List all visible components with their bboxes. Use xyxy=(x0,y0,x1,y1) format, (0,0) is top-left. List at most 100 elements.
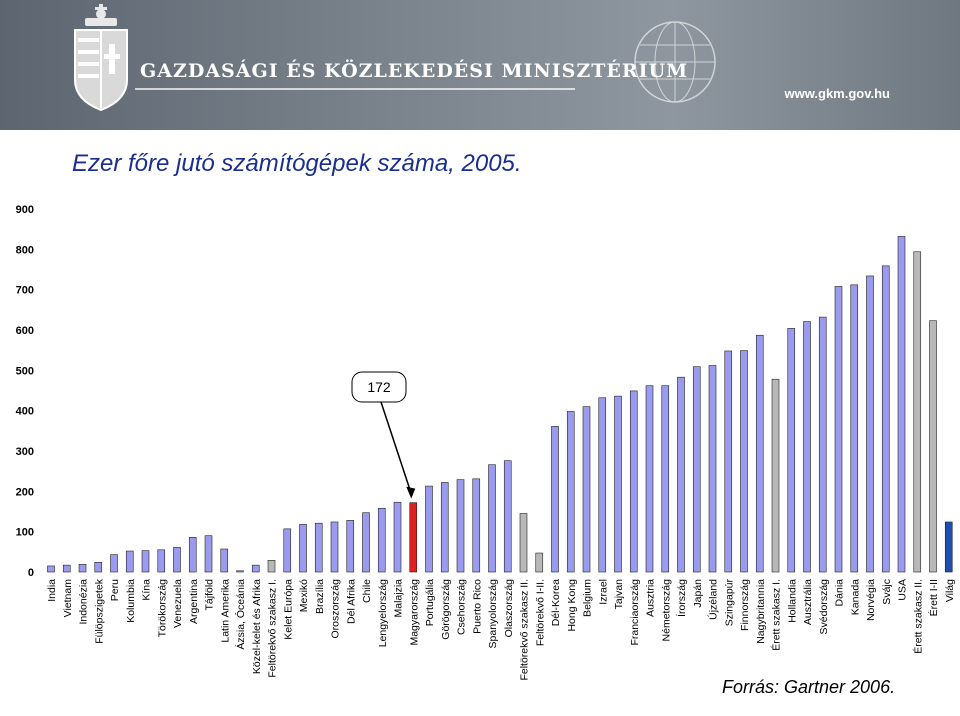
bar xyxy=(913,251,922,573)
x-tick-label: Nagybritannia xyxy=(755,579,767,644)
bar xyxy=(724,350,733,573)
bar xyxy=(236,570,244,573)
bar xyxy=(62,564,71,573)
bar xyxy=(614,395,622,573)
x-tick-label: Érett I-II xyxy=(927,579,940,616)
annotation-arrow-line xyxy=(380,401,411,491)
bar xyxy=(456,479,465,573)
bar xyxy=(173,547,181,573)
x-tick-label: Kelet Európa xyxy=(282,579,294,640)
bar xyxy=(204,535,213,573)
x-tick-label: Magyarország xyxy=(408,579,420,646)
x-tick-label: Dél Afrika xyxy=(345,579,357,624)
x-axis-labels: India Vietnam Indonézia Fülöpszigetek Peru Ko… xyxy=(46,578,956,680)
bar xyxy=(535,552,544,573)
slide-content xyxy=(0,130,960,716)
x-tick-label: Chile xyxy=(361,579,373,603)
x-tick-label: Puerto Rico xyxy=(471,579,483,634)
x-tick-label: Belgium xyxy=(582,579,594,617)
x-tick-label: Svájc xyxy=(881,579,893,605)
x-tick-label: India xyxy=(46,579,58,602)
x-tick-label: Törökország xyxy=(156,579,168,638)
bar xyxy=(803,321,811,573)
y-tick-label: 300 xyxy=(16,446,34,458)
x-tick-label: USA xyxy=(897,579,909,601)
x-tick-label: Írország xyxy=(675,579,688,617)
x-tick-label: Portugália xyxy=(424,579,436,626)
x-tick-label: Hong Kong xyxy=(566,579,578,632)
bar xyxy=(110,554,118,573)
x-tick-label: Oroszország xyxy=(330,579,342,639)
x-tick-label: Spanyolország xyxy=(487,579,499,649)
bar xyxy=(692,366,701,573)
bar xyxy=(314,522,323,573)
bar xyxy=(755,334,764,573)
bar xyxy=(94,562,103,573)
bar xyxy=(488,464,496,573)
y-tick-label: 400 xyxy=(16,406,34,418)
bar xyxy=(519,513,528,573)
bar xyxy=(283,528,292,573)
x-tick-label: Csehország xyxy=(456,579,468,635)
x-tick-label: Tajvan xyxy=(613,579,625,610)
bar xyxy=(157,549,166,573)
x-tick-label: Feltörekvő szakasz II. xyxy=(519,579,531,681)
x-tick-label: Venezuela xyxy=(172,579,184,628)
bar xyxy=(141,550,150,573)
bar xyxy=(629,390,638,573)
bar xyxy=(645,385,654,573)
y-axis: 0 100 200 300 400 500 600 700 800 900 xyxy=(16,204,34,579)
chart-title: Ezer főre jutó számítógépek száma, 2005. xyxy=(72,150,522,177)
annotation-box xyxy=(351,371,407,403)
bar xyxy=(377,507,386,573)
annotation-arrowhead xyxy=(406,486,416,499)
x-tick-label: Feltörekvő I-II. xyxy=(534,579,546,646)
bar xyxy=(598,397,607,573)
bar xyxy=(897,236,906,573)
bar xyxy=(440,482,449,573)
bar xyxy=(850,284,859,573)
bar xyxy=(220,548,229,573)
x-tick-label: Tájföld xyxy=(204,579,216,611)
y-tick-label: 800 xyxy=(16,244,34,256)
annotation-label: 172 xyxy=(367,379,391,395)
bar xyxy=(881,265,890,573)
bar xyxy=(661,385,670,573)
x-tick-label: Indonézia xyxy=(78,579,90,625)
website-url[interactable]: www.gkm.gov.hu xyxy=(784,86,890,101)
annotation: 172 xyxy=(351,371,416,499)
bar xyxy=(582,406,591,573)
bar xyxy=(566,411,575,573)
x-tick-label: Lengyelország xyxy=(377,579,389,647)
bar xyxy=(771,378,780,573)
x-tick-label: Norvégia xyxy=(865,579,877,621)
x-tick-label: Ázsia, Óceánia xyxy=(234,579,247,650)
x-tick-label: Dél-Korea xyxy=(550,579,562,626)
bar xyxy=(267,560,276,573)
x-tick-label: Ausztrália xyxy=(802,579,814,625)
x-tick-label: Szingapúr xyxy=(723,578,735,626)
bar xyxy=(740,350,748,573)
y-tick-label: 700 xyxy=(16,285,34,297)
bar xyxy=(47,565,55,573)
bar xyxy=(78,564,87,573)
x-tick-label: Finnország xyxy=(739,579,751,631)
x-tick-label: Érett szakasz II. xyxy=(911,579,924,654)
bar xyxy=(409,502,418,573)
globe-icon xyxy=(634,21,716,103)
x-tick-label: Fülöpszigetek xyxy=(93,578,105,644)
bar xyxy=(944,521,953,573)
bar xyxy=(393,501,402,573)
x-tick-label: Közel-kelet és Afrika xyxy=(251,579,263,674)
header-banner: GAZDASÁGI ÉS KÖZLEKEDÉSI MINISZTÉRIUM ww… xyxy=(0,0,960,130)
bar xyxy=(346,520,355,573)
x-tick-label: Malajzia xyxy=(393,579,405,618)
bar xyxy=(834,286,843,573)
x-tick-label: Svédország xyxy=(818,579,830,635)
x-tick-label: Érett szakasz I. xyxy=(770,579,783,651)
bar xyxy=(188,537,197,573)
hungarian-coat-of-arms-icon xyxy=(74,4,128,112)
bar xyxy=(818,316,827,573)
x-tick-label: Peru xyxy=(109,579,121,601)
